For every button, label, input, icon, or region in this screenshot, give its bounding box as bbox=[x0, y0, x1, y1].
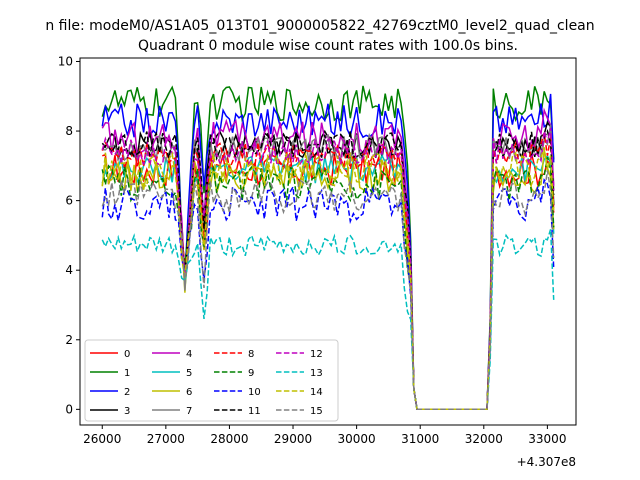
legend-label-2: 2 bbox=[124, 387, 130, 398]
y-tick-label: 0 bbox=[65, 402, 73, 416]
axes-frame bbox=[79, 57, 577, 426]
x-tick-label: 32000 bbox=[465, 432, 503, 446]
legend-label-7: 7 bbox=[186, 406, 192, 417]
y-axis: 0 2 4 6 8 10 bbox=[58, 54, 80, 416]
legend-label-12: 12 bbox=[310, 349, 323, 360]
legend-label-11: 11 bbox=[248, 406, 261, 417]
legend-label-1: 1 bbox=[124, 368, 130, 379]
legend-label-0: 0 bbox=[124, 349, 130, 360]
legend-label-15: 15 bbox=[310, 406, 323, 417]
legend-label-3: 3 bbox=[124, 406, 130, 417]
legend-label-13: 13 bbox=[310, 368, 323, 379]
y-tick-label: 4 bbox=[65, 263, 73, 277]
series-line-13 bbox=[101, 229, 555, 411]
legend-label-9: 9 bbox=[248, 368, 254, 379]
figure-suptitle: n file: modeM0/AS1A05_013T01_9000005822_… bbox=[45, 18, 594, 34]
plot-lines bbox=[101, 85, 555, 411]
x-tick-label: 30000 bbox=[338, 432, 376, 446]
x-tick-label: 28000 bbox=[210, 432, 248, 446]
legend-label-5: 5 bbox=[186, 368, 192, 379]
y-tick-label: 2 bbox=[65, 333, 73, 347]
legend-label-6: 6 bbox=[186, 387, 192, 398]
series-line-15 bbox=[101, 170, 555, 411]
x-tick-label: 27000 bbox=[147, 432, 185, 446]
y-tick-label: 8 bbox=[65, 124, 73, 138]
y-tick-label: 6 bbox=[65, 194, 73, 208]
x-axis: 26000 27000 28000 29000 30000 31000 32000 33000 bbox=[83, 425, 566, 446]
legend-label-10: 10 bbox=[248, 387, 261, 398]
x-tick-label: 29000 bbox=[274, 432, 312, 446]
legend-box bbox=[84, 339, 339, 422]
x-tick-label: 26000 bbox=[83, 432, 121, 446]
legend-label-8: 8 bbox=[248, 349, 254, 360]
y-tick-label: 10 bbox=[58, 54, 73, 68]
series-line-11 bbox=[101, 129, 555, 411]
legend-label-4: 4 bbox=[186, 349, 192, 360]
x-offset-label: +4.307e8 bbox=[517, 455, 576, 469]
legend-label-14: 14 bbox=[310, 387, 323, 398]
x-tick-label: 31000 bbox=[401, 432, 439, 446]
x-tick-label: 33000 bbox=[528, 432, 566, 446]
chart-title: Quadrant 0 module wise count rates with … bbox=[138, 38, 518, 54]
